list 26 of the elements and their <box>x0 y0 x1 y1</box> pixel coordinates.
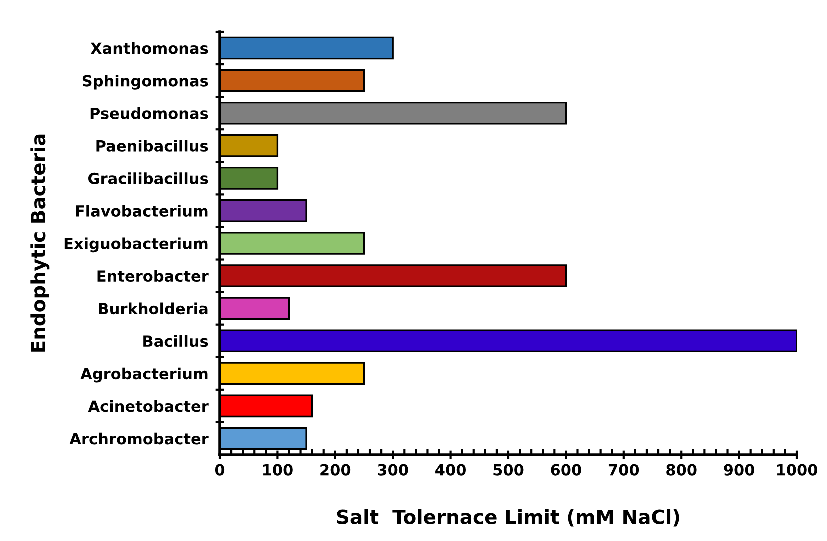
y-tick-label: Exiguobacterium <box>64 238 208 253</box>
x-tick-label: 1000 <box>777 464 818 476</box>
y-tick-label: Paenibacillus <box>96 140 208 152</box>
x-tick-label: 800 <box>666 464 697 476</box>
x-tick-label: 200 <box>320 464 351 476</box>
x-tick-label: 900 <box>724 464 755 476</box>
x-axis-title: Salt Tolernace Limit (mM NaCl) <box>337 509 680 527</box>
y-tick-label: Bacillus <box>144 335 208 348</box>
y-tick-label: Gracilibacillus <box>88 172 208 184</box>
x-tick-label: 100 <box>263 464 293 476</box>
y-tick-label: Archromobacter <box>70 432 209 445</box>
y-tick-label: Sphingomonas <box>82 75 208 90</box>
x-tick-label: 300 <box>378 464 408 476</box>
x-tick-label: 400 <box>436 464 466 476</box>
y-tick-label: Flavobacterium <box>76 205 208 217</box>
x-tick-label: 600 <box>551 464 582 476</box>
x-tick-label: 700 <box>608 464 640 476</box>
y-axis-title: Endophytic Bacteria <box>30 134 50 352</box>
x-tick-label: 0 <box>215 464 225 476</box>
y-tick-label: Enterobacter <box>98 270 209 282</box>
y-tick-label: Burkholderia <box>99 302 208 315</box>
y-tick-label: Acinetobacter <box>88 400 209 412</box>
x-tick-label: 500 <box>494 464 524 476</box>
y-tick-label: Xanthomonas <box>90 42 208 54</box>
y-tick-label: Agrobacterium <box>80 368 208 383</box>
y-tick-label: Pseudomonas <box>90 108 208 120</box>
